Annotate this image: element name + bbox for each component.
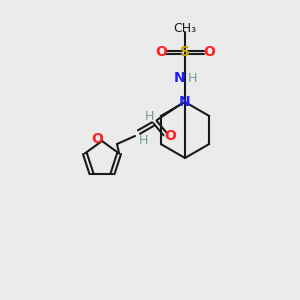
Text: H: H [138,134,148,146]
Text: O: O [164,129,176,143]
Text: O: O [155,45,167,59]
Text: S: S [180,45,190,59]
Text: H: H [144,110,154,122]
Text: O: O [203,45,215,59]
Text: H: H [187,71,197,85]
Text: CH₃: CH₃ [173,22,196,35]
Text: O: O [91,132,103,146]
Text: N: N [174,71,186,85]
Text: N: N [179,95,191,109]
